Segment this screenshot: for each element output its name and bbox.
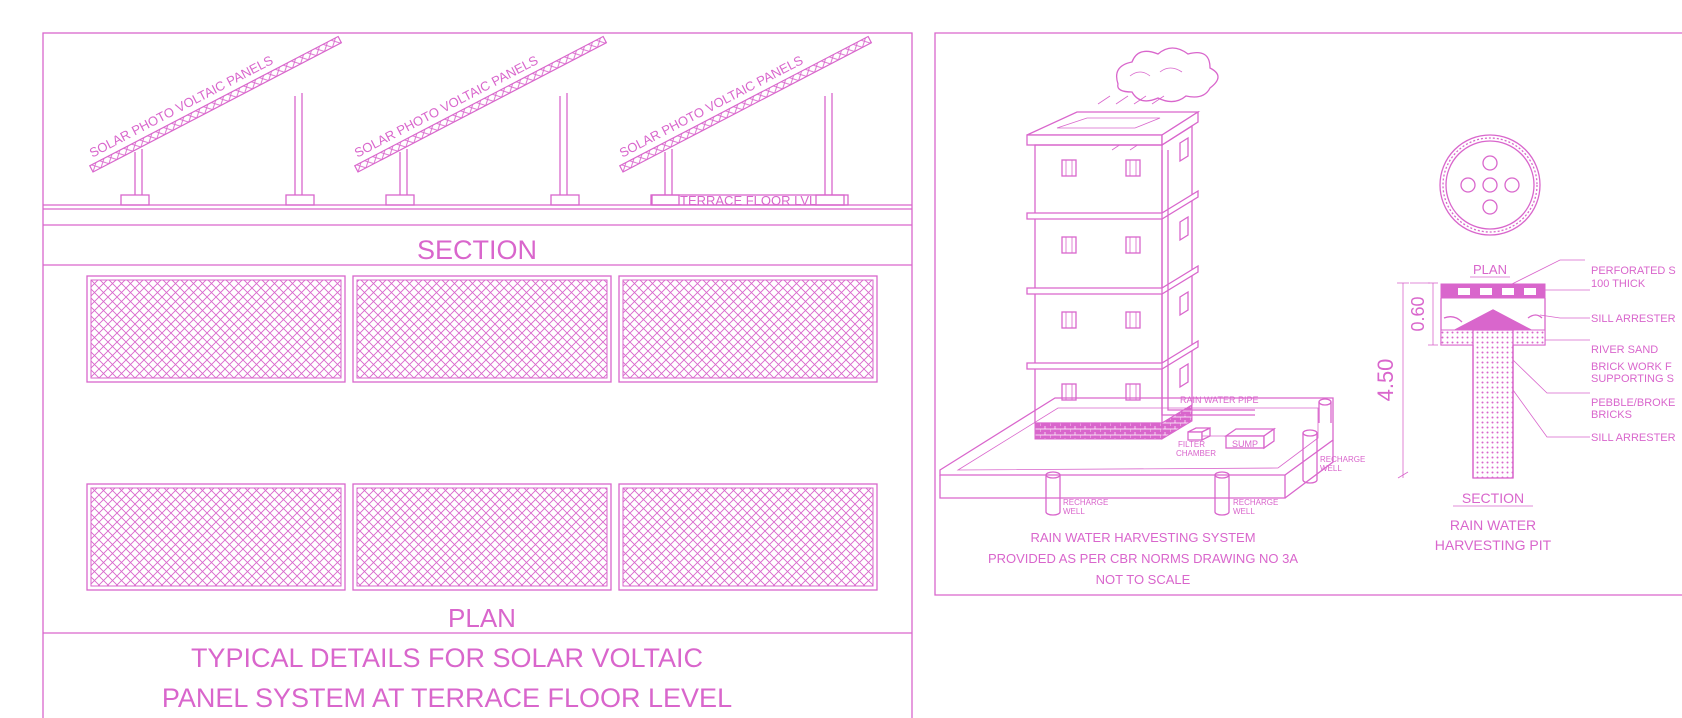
ground-plinth <box>939 397 1334 499</box>
svg-text:SUPPORTING S: SUPPORTING S <box>1591 373 1674 385</box>
plan-title: PLAN <box>448 603 516 633</box>
plan-panel <box>90 279 342 379</box>
plan-panel <box>622 487 874 587</box>
solar-panel-frame <box>42 32 913 718</box>
pv-panel <box>618 35 873 173</box>
recharge-well: RECHARGE WELL <box>1302 429 1365 484</box>
svg-text:WELL: WELL <box>1320 464 1342 473</box>
plan-panel-frame <box>86 275 346 383</box>
solar-unit-1: SOLAR PHOTO VOLTAIC PANELS <box>87 35 343 206</box>
rwh-panel-frame <box>934 32 1682 596</box>
windows <box>1061 136 1189 401</box>
terrace-level-label: TERRACE FLOOR LVL <box>680 193 816 208</box>
window <box>1061 383 1077 401</box>
svg-text:PERFORATED S: PERFORATED S <box>1591 265 1676 277</box>
leg-footing <box>815 194 845 206</box>
building-facade <box>1034 144 1163 424</box>
svg-text:WELL: WELL <box>1233 507 1255 516</box>
solar-unit-3: SOLAR PHOTO VOLTAIC PANELS <box>617 35 873 206</box>
pit-shaft <box>1472 329 1514 479</box>
svg-text:100 THICK: 100 THICK <box>1591 278 1646 290</box>
sump: SUMP <box>1223 427 1277 450</box>
plan-panel <box>356 279 608 379</box>
recharge-well: RECHARGE WELL <box>1214 471 1278 516</box>
svg-text:PEBBLE/BROKE: PEBBLE/BROKE <box>1591 397 1675 409</box>
svg-text:SILL ARRESTER: SILL ARRESTER <box>1591 313 1676 325</box>
plan-panel <box>622 279 874 379</box>
recharge-well <box>1318 398 1332 423</box>
solar-unit-2: SOLAR PHOTO VOLTAIC PANELS <box>352 35 608 206</box>
pv-panel <box>88 35 343 173</box>
leg-footing <box>650 194 680 206</box>
svg-text:SUMP: SUMP <box>1232 439 1258 449</box>
pit-section-label: SECTION <box>1462 490 1524 506</box>
plan-panel <box>356 487 608 587</box>
recharge-well: RECHARGE WELL <box>1045 471 1108 516</box>
pv-panel-label: SOLAR PHOTO VOLTAIC PANELS <box>87 52 276 160</box>
cloud-icon <box>1115 47 1219 103</box>
solar-details-panel: SOLAR PHOTO VOLTAIC PANELS SOLAR PHOTO V… <box>42 32 913 718</box>
plan-panel <box>90 487 342 587</box>
window <box>1061 311 1077 329</box>
svg-text:BRICK WORK F: BRICK WORK F <box>1591 361 1672 373</box>
svg-text:SILL ARRESTER: SILL ARRESTER <box>1591 432 1676 444</box>
pv-panel-label: SOLAR PHOTO VOLTAIC PANELS <box>352 52 541 160</box>
section-title: SECTION <box>417 235 537 265</box>
pipe-label: RAIN WATER PIPE <box>1180 395 1259 405</box>
svg-text:RECHARGE: RECHARGE <box>1320 455 1365 464</box>
pit-plan-label: PLAN <box>1473 262 1507 277</box>
rain-water-pipe <box>1161 150 1178 416</box>
terrace-level-marker <box>651 194 849 206</box>
pv-panel <box>353 35 608 173</box>
svg-text:FILTER: FILTER <box>1178 440 1205 449</box>
window <box>1125 383 1141 401</box>
rwh-caption-line3: NOT TO SCALE <box>1096 572 1191 587</box>
pit-section: 4.50 0.60 SECTION RAIN WATER HARVESTING … <box>1373 259 1676 553</box>
solar-roof-panel <box>1056 117 1161 129</box>
filter-chamber: FILTER CHAMBER <box>1176 426 1216 458</box>
window <box>1125 236 1141 254</box>
window <box>1061 236 1077 254</box>
callout-leaders <box>1509 259 1590 438</box>
callout-labels: PERFORATED S 100 THICK SILL ARRESTER RIV… <box>1591 265 1676 444</box>
floor-slabs <box>1026 189 1199 370</box>
rwh-caption-line2: PROVIDED AS PER CBR NORMS DRAWING NO 3A <box>988 551 1298 566</box>
svg-text:WELL: WELL <box>1063 507 1085 516</box>
solar-title-line1: TYPICAL DETAILS FOR SOLAR VOLTAIC <box>191 643 703 673</box>
window <box>1125 159 1141 177</box>
pit-plan: PLAN <box>1439 134 1541 278</box>
building <box>1026 110 1201 440</box>
svg-text:RECHARGE: RECHARGE <box>1063 498 1108 507</box>
leg-footing <box>550 194 580 206</box>
window <box>1061 159 1077 177</box>
solar-title-line2: PANEL SYSTEM AT TERRACE FLOOR LEVEL <box>162 683 732 713</box>
rwh-caption-line1: RAIN WATER HARVESTING SYSTEM <box>1030 530 1255 545</box>
river-sand-layer <box>1454 309 1532 331</box>
svg-text:RECHARGE: RECHARGE <box>1233 498 1278 507</box>
window <box>1125 311 1141 329</box>
leg-footing <box>385 194 415 206</box>
svg-text:BRICKS: BRICKS <box>1591 409 1632 421</box>
pv-panel-label: SOLAR PHOTO VOLTAIC PANELS <box>617 52 806 160</box>
leg-footing <box>285 194 315 206</box>
pit-title-line2: HARVESTING PIT <box>1435 537 1552 553</box>
rwh-details-panel: RAIN WATER PIPE FILTER CHAMBER SUMP RECH… <box>934 32 1682 596</box>
brick-plinth <box>1034 422 1163 440</box>
dim-top: 0.60 <box>1408 296 1428 331</box>
svg-text:RIVER SAND: RIVER SAND <box>1591 344 1658 356</box>
svg-text:CHAMBER: CHAMBER <box>1176 449 1216 458</box>
leg-footing <box>120 194 150 206</box>
pit-title-line1: RAIN WATER <box>1450 517 1536 533</box>
solar-plan-panels <box>86 275 878 591</box>
dim-total: 4.50 <box>1373 359 1398 402</box>
